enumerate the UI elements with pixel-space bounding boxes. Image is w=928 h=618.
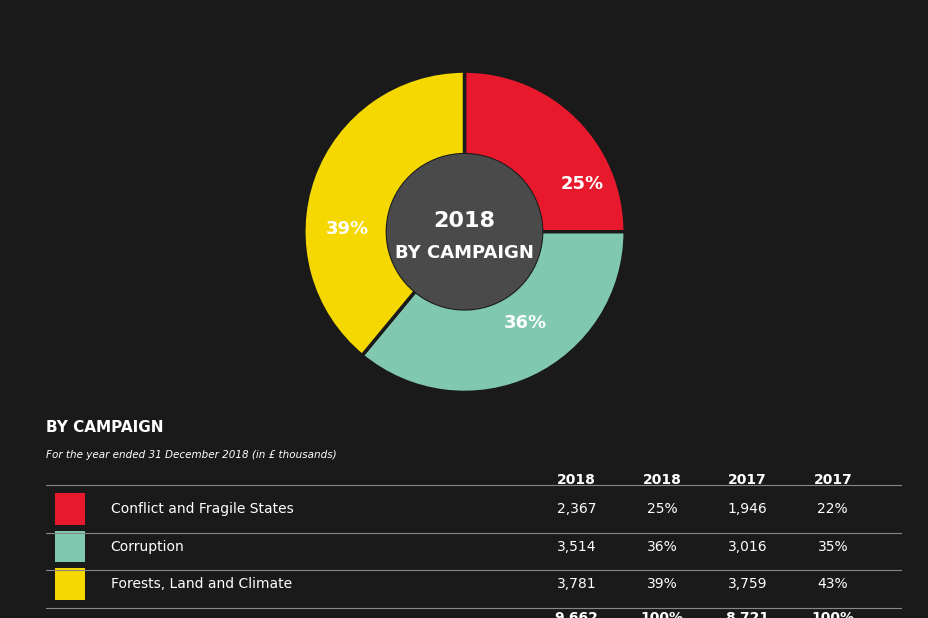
Text: Conflict and Fragile States: Conflict and Fragile States: [110, 502, 293, 516]
FancyBboxPatch shape: [55, 493, 84, 525]
Text: 2018: 2018: [433, 211, 495, 231]
Text: 2018: 2018: [641, 473, 680, 488]
Wedge shape: [464, 71, 625, 232]
Text: 35%: 35%: [817, 540, 847, 554]
Text: 2,367: 2,367: [556, 502, 596, 516]
Text: 2018: 2018: [556, 473, 595, 488]
Text: 25%: 25%: [646, 502, 677, 516]
Text: 100%: 100%: [810, 611, 854, 618]
Text: 3,016: 3,016: [727, 540, 767, 554]
Text: 100%: 100%: [639, 611, 683, 618]
FancyBboxPatch shape: [55, 569, 84, 600]
Wedge shape: [362, 232, 625, 392]
Text: 2017: 2017: [728, 473, 766, 488]
Text: 39%: 39%: [646, 577, 677, 591]
Text: BY CAMPAIGN: BY CAMPAIGN: [46, 420, 163, 435]
Text: 9,662: 9,662: [554, 611, 598, 618]
FancyBboxPatch shape: [55, 531, 84, 562]
Wedge shape: [303, 71, 464, 355]
Text: 8,721: 8,721: [725, 611, 768, 618]
Text: 36%: 36%: [646, 540, 677, 554]
Text: Corruption: Corruption: [110, 540, 184, 554]
Text: 25%: 25%: [560, 174, 602, 193]
Text: For the year ended 31 December 2018 (in £ thousands): For the year ended 31 December 2018 (in …: [46, 450, 337, 460]
Text: Forests, Land and Climate: Forests, Land and Climate: [110, 577, 291, 591]
Text: 3,514: 3,514: [556, 540, 596, 554]
Text: BY CAMPAIGN: BY CAMPAIGN: [394, 243, 534, 261]
Text: 36%: 36%: [504, 315, 547, 332]
Text: 3,781: 3,781: [556, 577, 596, 591]
Text: 39%: 39%: [326, 219, 368, 237]
Text: 1,946: 1,946: [727, 502, 767, 516]
Circle shape: [387, 154, 541, 309]
Text: 22%: 22%: [817, 502, 847, 516]
Text: 2017: 2017: [813, 473, 851, 488]
Text: 3,759: 3,759: [727, 577, 767, 591]
Text: 43%: 43%: [817, 577, 847, 591]
